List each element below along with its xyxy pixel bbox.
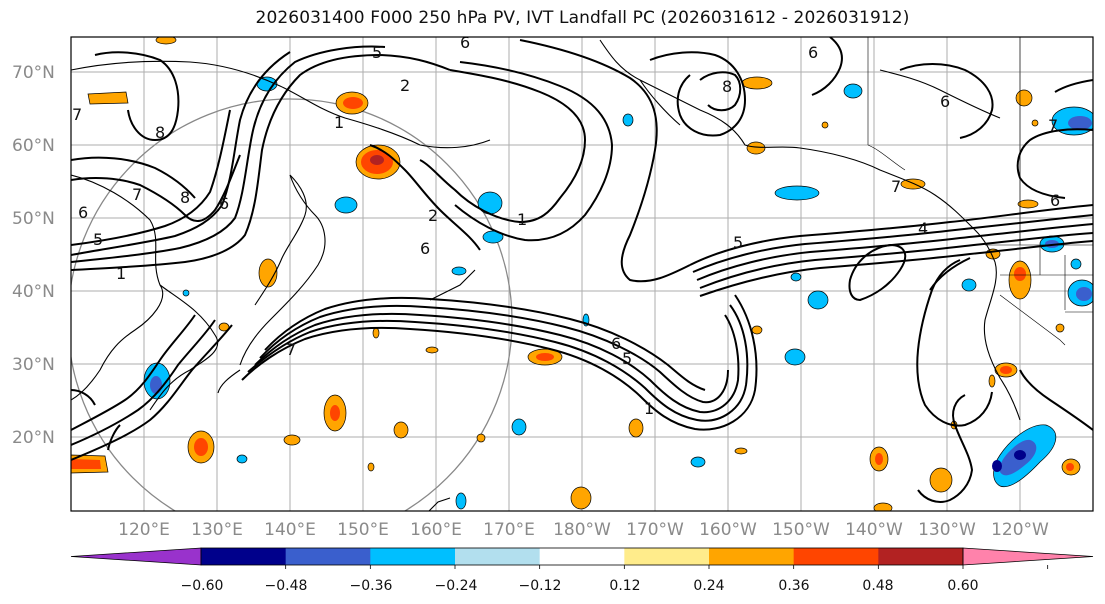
contour-label: 7 xyxy=(286,340,296,359)
contour-label: 6 xyxy=(611,334,621,353)
lon-label: 180°W xyxy=(553,520,611,540)
colorbar-bin xyxy=(285,548,371,565)
lon-label: 150°E xyxy=(337,520,389,540)
lon-label: 140°E xyxy=(264,520,316,540)
colorbar-bin xyxy=(539,548,625,565)
contour-label: 5 xyxy=(622,349,632,368)
colorbar-bin xyxy=(709,548,795,565)
contour-label: 7 xyxy=(72,105,82,124)
colorbar-bin xyxy=(455,548,541,565)
lon-label: 140°W xyxy=(845,520,903,540)
colorbar-tick-label: −0.36 xyxy=(350,578,393,594)
lat-label: 50°N xyxy=(12,209,55,229)
contour-label: 5 xyxy=(372,43,382,62)
lon-label: 170°E xyxy=(483,520,535,540)
contour-label: 2 xyxy=(400,76,410,95)
colorbar-bin xyxy=(201,548,287,565)
contour-label: 8 xyxy=(155,123,165,142)
colorbar-tick-label: 0.60 xyxy=(947,578,978,594)
coastlines xyxy=(71,39,1021,511)
contour-label: 8 xyxy=(722,77,732,96)
contour-label: 5 xyxy=(733,233,743,252)
contour-label: 5 xyxy=(93,230,103,249)
longitude-labels: 120°E 130°E 140°E 150°E 160°E 170°E 180°… xyxy=(118,520,1049,540)
colorbar-extend-high xyxy=(962,547,1094,566)
lon-label: 130°W xyxy=(918,520,976,540)
lon-label: 150°W xyxy=(772,520,830,540)
pv-contours xyxy=(71,37,1093,503)
contour-label: 6 xyxy=(808,43,818,62)
contour-label: 1 xyxy=(116,264,126,283)
contour-label: 7 xyxy=(891,177,901,196)
colorbar-tick-label: −0.24 xyxy=(435,578,478,594)
colorbar-tick-label: −0.48 xyxy=(265,578,308,594)
gridlines xyxy=(71,37,1093,511)
latitude-labels: 70°N 60°N 50°N 40°N 30°N 20°N xyxy=(12,63,55,448)
lon-label: 120°W xyxy=(991,520,1049,540)
lat-label: 30°N xyxy=(12,355,55,375)
colorbar-bin xyxy=(793,548,879,565)
borders xyxy=(867,37,1093,346)
colorbar-ticks: −0.60 −0.48 −0.36 −0.24 −0.12 0.12 0.24 … xyxy=(181,578,979,594)
colorbar-bin xyxy=(878,548,964,565)
colorbar-frame xyxy=(200,547,964,566)
positive-anomalies xyxy=(71,37,1081,511)
colorbar-extend-low xyxy=(70,547,202,566)
map-title: 2026031400 F000 250 hPa PV, IVT Landfall… xyxy=(255,8,910,28)
colorbar-bin xyxy=(624,548,710,565)
contour-label: 7 xyxy=(1048,116,1058,135)
contour-label: 6 xyxy=(219,194,229,213)
colorbar xyxy=(70,547,1094,569)
lon-label: 160°W xyxy=(699,520,757,540)
lon-label: 130°E xyxy=(191,520,243,540)
lon-label: 160°E xyxy=(410,520,462,540)
colorbar-tick-label: 0.24 xyxy=(693,578,724,594)
colorbar-tick-label: −0.60 xyxy=(181,578,224,594)
contour-label: 1 xyxy=(517,210,527,229)
lat-label: 20°N xyxy=(12,428,55,448)
landfall-region-circle xyxy=(71,98,513,511)
contour-label: 6 xyxy=(940,92,950,111)
contour-label: 6 xyxy=(78,203,88,222)
contour-label: 6 xyxy=(420,239,430,258)
negative-anomalies xyxy=(143,76,1093,510)
contour-label: 8 xyxy=(180,188,190,207)
contour-labels: 5 6 2 1 8 6 7 8 6 8 7 5 1 2 6 1 5 6 4 6 … xyxy=(72,33,1060,418)
colorbar-tick-label: 0.48 xyxy=(862,578,893,594)
contour-label: 6 xyxy=(1050,191,1060,210)
colorbar-bin xyxy=(370,548,456,565)
lon-label: 170°W xyxy=(626,520,684,540)
colorbar-tick-label: 0.12 xyxy=(609,578,640,594)
lat-label: 40°N xyxy=(12,282,55,302)
contour-label: 1 xyxy=(644,399,654,418)
colorbar-tick-label: −0.12 xyxy=(519,578,562,594)
contour-label: 2 xyxy=(428,206,438,225)
contour-label: 4 xyxy=(918,219,928,238)
lat-label: 60°N xyxy=(12,136,55,156)
contour-label: 1 xyxy=(334,113,344,132)
lon-label: 120°E xyxy=(118,520,170,540)
contour-label: 7 xyxy=(132,185,142,204)
plot-frame xyxy=(70,36,1094,512)
lat-label: 70°N xyxy=(12,63,55,83)
colorbar-tick-label: 0.36 xyxy=(778,578,809,594)
contour-label: 6 xyxy=(460,33,470,52)
